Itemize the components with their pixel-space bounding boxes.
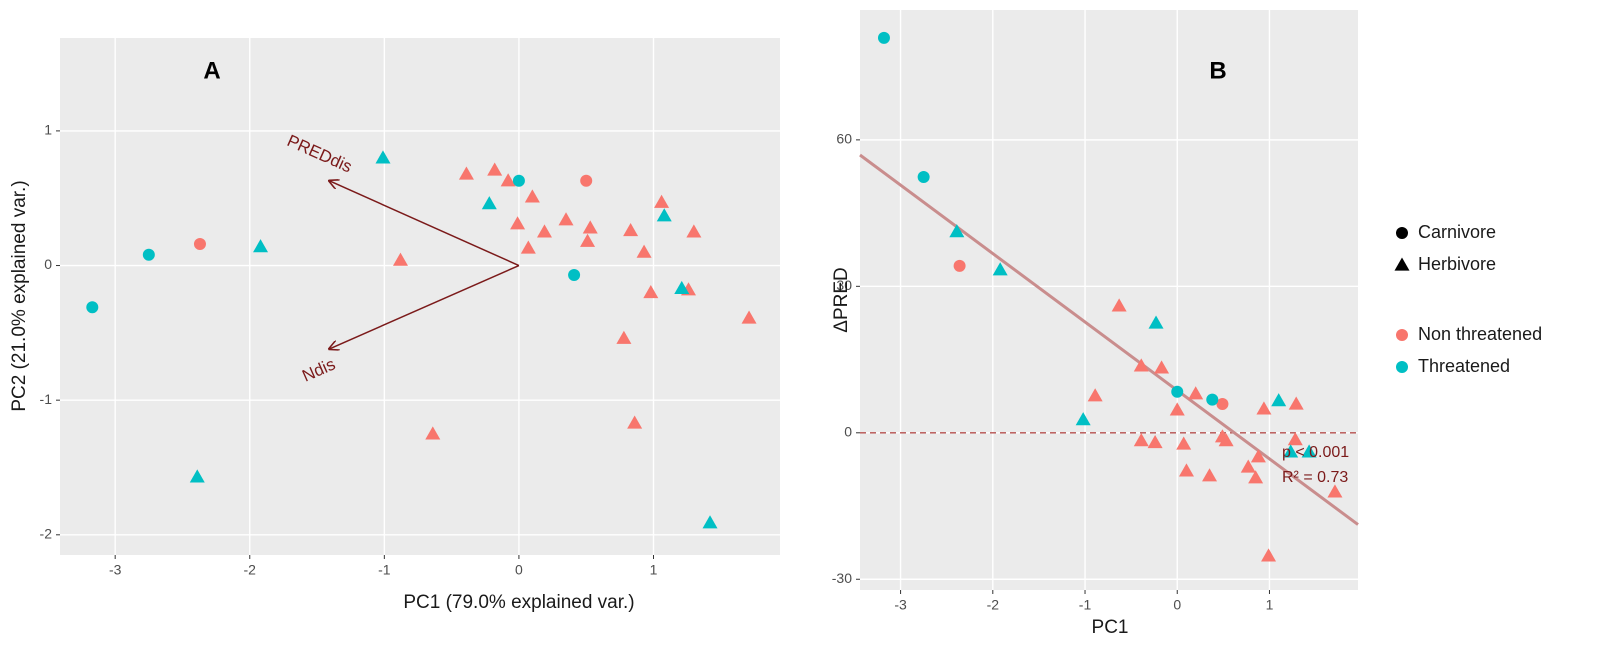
x-tick-label: 0 — [515, 562, 523, 578]
figure: -3 -2 -1 0 1 -2 -1 0 1 PC1 (79.0% explained var.)… — [0, 0, 1607, 654]
point — [568, 269, 580, 281]
point — [878, 32, 890, 44]
legend-label: Threatened — [1418, 356, 1510, 376]
legend-label: Carnivore — [1418, 222, 1496, 242]
plot-background — [60, 38, 780, 555]
x-tick-label: -3 — [109, 562, 122, 578]
point — [954, 260, 966, 272]
annotation: p < 0.001 — [1282, 444, 1349, 461]
legend-key — [1396, 361, 1408, 373]
y-tick-label: -2 — [40, 526, 53, 542]
x-tick-label: 1 — [1266, 597, 1274, 613]
x-tick-label: -1 — [1079, 597, 1092, 613]
legend-label: Herbivore — [1418, 254, 1496, 274]
y-tick-label: 0 — [844, 423, 852, 439]
y-tick-label: 60 — [836, 131, 852, 147]
point — [1206, 394, 1218, 406]
x-tick-label: 0 — [1173, 597, 1181, 613]
point — [194, 238, 206, 250]
legend-key — [1396, 329, 1408, 341]
y-tick-label: 0 — [44, 256, 52, 272]
point — [580, 175, 592, 187]
x-tick-label: -3 — [894, 597, 907, 613]
point — [1171, 386, 1183, 398]
x-tick-label: -2 — [244, 562, 257, 578]
panel-label: A — [203, 57, 220, 84]
x-axis-label: PC1 — [1092, 617, 1129, 638]
panel-label: B — [1209, 57, 1226, 84]
y-tick-label: -30 — [832, 570, 852, 586]
y-axis-label: PC2 (21.0% explained var.) — [9, 180, 30, 411]
x-axis-label: PC1 (79.0% explained var.) — [403, 592, 634, 613]
y-axis-label: ΔPRED — [831, 267, 852, 332]
legend-key — [1395, 258, 1410, 271]
x-tick-label: 1 — [650, 562, 658, 578]
annotation: R² = 0.73 — [1282, 469, 1348, 486]
legend-label: Non threatened — [1418, 324, 1542, 344]
plot-background — [860, 10, 1358, 590]
point — [513, 175, 525, 187]
point — [918, 171, 930, 183]
legend-key — [1396, 227, 1408, 239]
x-tick-label: -1 — [378, 562, 391, 578]
point — [143, 249, 155, 261]
y-tick-label: -1 — [40, 391, 53, 407]
point — [86, 301, 98, 313]
y-tick-label: 1 — [44, 122, 52, 138]
x-tick-label: -2 — [987, 597, 1000, 613]
page: -3 -2 -1 0 1 -2 -1 0 1 PC1 (79.0% explained var.)… — [0, 0, 1607, 654]
